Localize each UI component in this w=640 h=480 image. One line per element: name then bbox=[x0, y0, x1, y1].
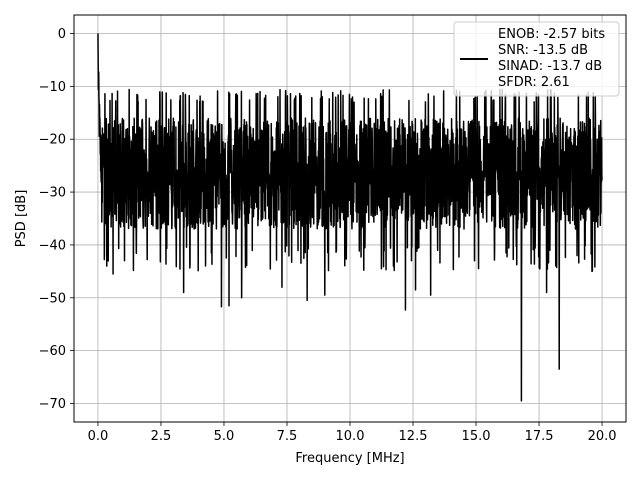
x-tick-label: 12.5 bbox=[399, 429, 428, 444]
legend-box bbox=[453, 21, 620, 97]
series-layer bbox=[97, 33, 603, 402]
y-tick-label: −50 bbox=[39, 291, 66, 306]
tick-labels: 0.0 2.5 5.0 7.5 10.0 12.5 15.0 17.5 20.0 0 −10 −20 −… bbox=[39, 27, 617, 444]
y-axis-label: PSD [dB] bbox=[14, 190, 29, 248]
ticks bbox=[70, 33, 603, 426]
x-tick-label: 7.5 bbox=[277, 429, 298, 444]
y-tick-label: 0 bbox=[58, 27, 66, 42]
legend-sinad: SINAD: -13.7 dB bbox=[498, 59, 602, 74]
plot-frame bbox=[73, 14, 627, 423]
y-tick-label: −30 bbox=[39, 186, 66, 201]
x-tick-label: 0.0 bbox=[88, 429, 109, 444]
legend: ENOB: -2.57 bits SNR: -13.5 dB SINAD: -1… bbox=[453, 21, 620, 97]
x-tick-label: 15.0 bbox=[462, 429, 491, 444]
y-tick-label: −10 bbox=[39, 80, 66, 95]
y-tick-label: −60 bbox=[39, 344, 66, 359]
y-tick-label: −40 bbox=[39, 238, 66, 253]
x-tick-label: 10.0 bbox=[336, 429, 365, 444]
y-tick-label: −20 bbox=[39, 133, 66, 148]
psd-series-line bbox=[97, 33, 603, 402]
legend-snr: SNR: -13.5 dB bbox=[498, 43, 588, 58]
x-tick-label: 5.0 bbox=[214, 429, 235, 444]
x-tick-label: 17.5 bbox=[525, 429, 554, 444]
x-tick-label: 20.0 bbox=[588, 429, 617, 444]
legend-enob: ENOB: -2.57 bits bbox=[498, 27, 605, 42]
legend-sfdr: SFDR: 2.61 bbox=[498, 75, 570, 90]
x-axis-label: Frequency [MHz] bbox=[295, 451, 404, 466]
x-tick-label: 2.5 bbox=[151, 429, 172, 444]
y-tick-label: −70 bbox=[39, 397, 66, 412]
